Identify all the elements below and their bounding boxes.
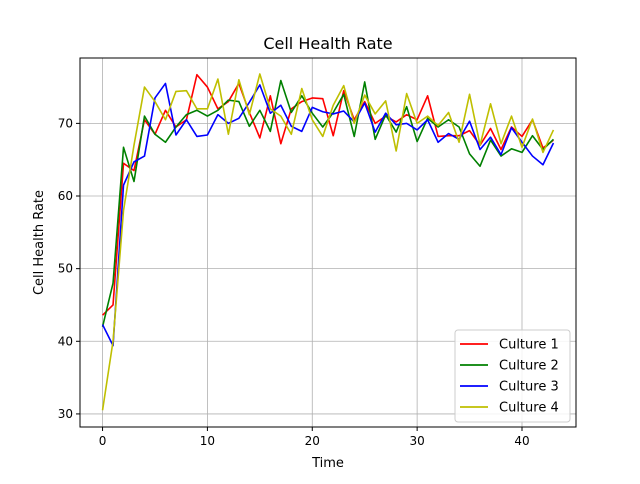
axis-ticks: 0 10 20 30 40 30 40 50 60 70 [58, 116, 530, 448]
y-axis-label: Cell Health Rate [32, 190, 47, 295]
series-lines [101, 73, 555, 411]
chart-title: Cell Health Rate [263, 34, 392, 53]
y-tick-label: 60 [58, 189, 73, 203]
x-tick-label: 20 [305, 434, 320, 448]
y-tick-label: 40 [58, 334, 73, 348]
y-tick-label: 50 [58, 262, 73, 276]
legend-label: Culture 4 [499, 401, 559, 416]
x-tick-label: 10 [200, 434, 215, 448]
legend-box [454, 329, 571, 423]
series-line-culture-4 [101, 73, 555, 411]
series-line-culture-3 [101, 82, 555, 347]
x-axis-label: Time [311, 456, 344, 471]
y-tick-label: 30 [58, 407, 73, 421]
x-tick-label: 40 [514, 434, 529, 448]
legend-label: Culture 2 [499, 359, 559, 374]
legend: Culture 1 Culture 2 Culture 3 Culture 4 [454, 329, 571, 423]
x-tick-label: 0 [99, 434, 107, 448]
x-tick-label: 30 [409, 434, 424, 448]
legend-label: Culture 1 [499, 338, 559, 353]
y-tick-label: 70 [58, 116, 73, 130]
legend-label: Culture 3 [499, 380, 559, 395]
plot-frame [79, 57, 577, 428]
